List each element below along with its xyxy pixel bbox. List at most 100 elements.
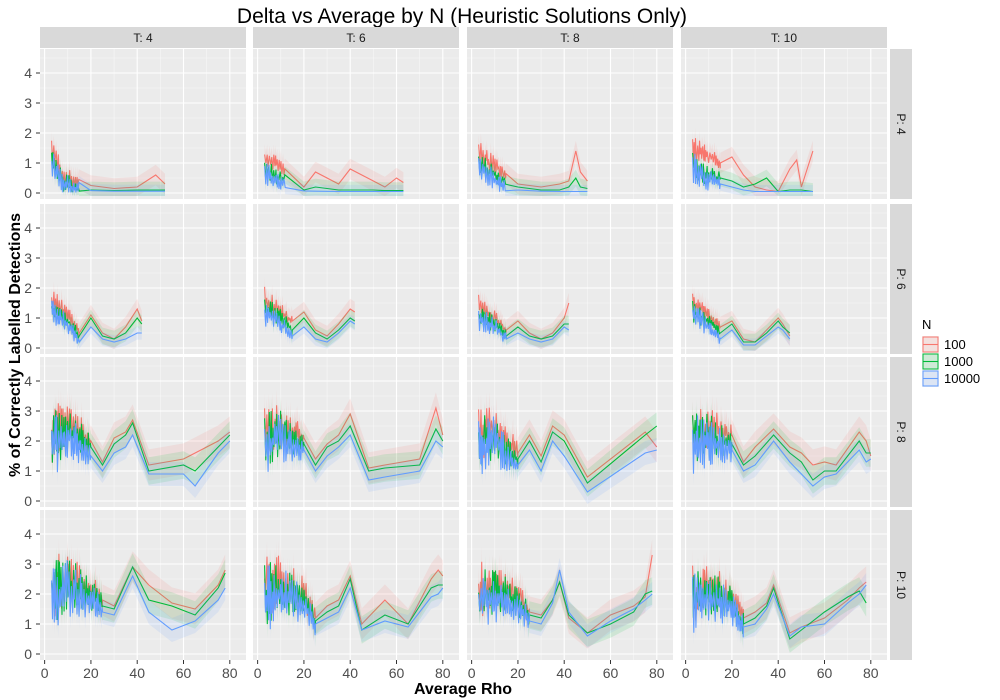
series-line <box>692 293 791 343</box>
series-line <box>51 414 231 487</box>
y-tick-label: 0 <box>24 646 32 662</box>
confidence-ribbon <box>478 401 657 497</box>
facet-panel: 0 20 40 60 80 <box>467 510 673 681</box>
panel-data <box>478 284 570 350</box>
x-tick-label: 40 <box>129 665 145 681</box>
confidence-ribbon <box>264 298 355 349</box>
panel-data <box>478 539 653 649</box>
facet-panel: 0 20 40 60 80 <box>681 510 887 681</box>
panel-data <box>692 283 791 351</box>
column-strip <box>681 27 887 48</box>
series-line <box>478 569 653 637</box>
x-tick-label: 0 <box>682 665 690 681</box>
series-line <box>51 153 165 193</box>
column-strip-label: T: 6 <box>346 31 366 45</box>
series-line <box>264 163 404 193</box>
x-tick-label: 0 <box>468 665 476 681</box>
column-strip-label: T: 10 <box>771 31 797 45</box>
y-tick-label: 1 <box>24 463 32 479</box>
panel-background <box>681 49 887 199</box>
facet-grid: T: 4 T: 6 T: 8 T: 10P: 4P: 6P: 8P: 10012340… <box>24 27 912 681</box>
row-strip-label: P: 10 <box>894 571 908 599</box>
panel-background <box>253 49 459 199</box>
y-tick-label: 1 <box>24 616 32 632</box>
row-strip <box>890 49 912 199</box>
y-tick-label: 2 <box>24 125 32 141</box>
series-line <box>478 156 588 191</box>
panel-background <box>253 204 459 354</box>
panel-data <box>478 392 658 504</box>
confidence-ribbon <box>51 548 226 642</box>
panel-data <box>51 538 226 642</box>
legend-label: 1000 <box>944 354 973 369</box>
x-tick-label: 20 <box>83 665 99 681</box>
confidence-ribbon <box>51 387 230 481</box>
series-line <box>692 573 867 638</box>
series-line <box>51 300 142 344</box>
x-axis-title: Average Rho <box>414 681 512 698</box>
confidence-ribbon <box>478 558 653 648</box>
y-tick-label: 3 <box>24 250 32 266</box>
panel-data <box>478 132 588 196</box>
x-tick-label: 20 <box>510 665 526 681</box>
y-tick-label: 4 <box>24 220 32 236</box>
facet-panel <box>681 204 887 354</box>
confidence-ribbon <box>478 151 588 196</box>
confidence-ribbon <box>692 299 790 351</box>
facet-panel <box>681 357 887 507</box>
column-strip <box>467 27 673 48</box>
confidence-ribbon <box>478 132 588 196</box>
y-axis-title: % of Correctly Labelled Detections <box>7 213 24 477</box>
panel-data <box>51 281 143 351</box>
x-tick-label: 40 <box>770 665 786 681</box>
x-tick-label: 60 <box>176 665 192 681</box>
row-strip <box>890 510 912 660</box>
y-tick-label: 0 <box>24 340 32 356</box>
y-tick-label: 0 <box>24 493 32 509</box>
x-tick-label: 60 <box>817 665 833 681</box>
confidence-ribbon <box>692 144 813 196</box>
facet-panel: 0 20 40 60 80 0 1 2 3 4 <box>24 510 246 681</box>
panel-data <box>692 550 867 653</box>
panel-data <box>51 130 166 196</box>
panel-data <box>264 389 444 492</box>
series-line <box>478 310 570 343</box>
confidence-ribbon <box>51 403 230 498</box>
y-tick-label: 1 <box>24 310 32 326</box>
panel-data <box>264 276 356 349</box>
series-line <box>264 154 404 188</box>
x-tick-label: 80 <box>649 665 665 681</box>
row-strip-label: P: 8 <box>894 421 908 443</box>
x-tick-label: 20 <box>296 665 312 681</box>
series-line <box>51 291 143 340</box>
y-tick-label: 2 <box>24 433 32 449</box>
series-line <box>478 143 588 188</box>
series-line <box>692 153 813 193</box>
series-line <box>264 305 356 343</box>
confidence-ribbon <box>264 397 443 485</box>
series-line <box>264 565 444 636</box>
panel-data <box>264 144 404 196</box>
confidence-ribbon <box>264 276 355 347</box>
facet-panel <box>253 49 459 199</box>
series-line <box>478 416 657 493</box>
row-strip <box>890 357 912 507</box>
y-tick-label: 3 <box>24 556 32 572</box>
y-tick-label: 3 <box>24 403 32 419</box>
facet-panel: 0 20 40 60 80 <box>253 510 459 681</box>
x-tick-label: 60 <box>389 665 405 681</box>
panel-background <box>40 49 246 199</box>
confidence-ribbon <box>264 403 443 492</box>
y-tick-label: 4 <box>24 526 32 542</box>
panel-data <box>51 387 231 498</box>
facet-panel <box>681 49 887 199</box>
panel-data <box>264 540 444 648</box>
confidence-ribbon <box>264 154 404 196</box>
legend-title: N <box>922 317 931 332</box>
series-line <box>692 138 814 193</box>
column-strip-label: T: 8 <box>560 31 580 45</box>
confidence-ribbon <box>478 284 569 350</box>
legend-label: 100 <box>944 337 966 352</box>
confidence-ribbon <box>264 157 404 196</box>
y-tick-label: 2 <box>24 586 32 602</box>
